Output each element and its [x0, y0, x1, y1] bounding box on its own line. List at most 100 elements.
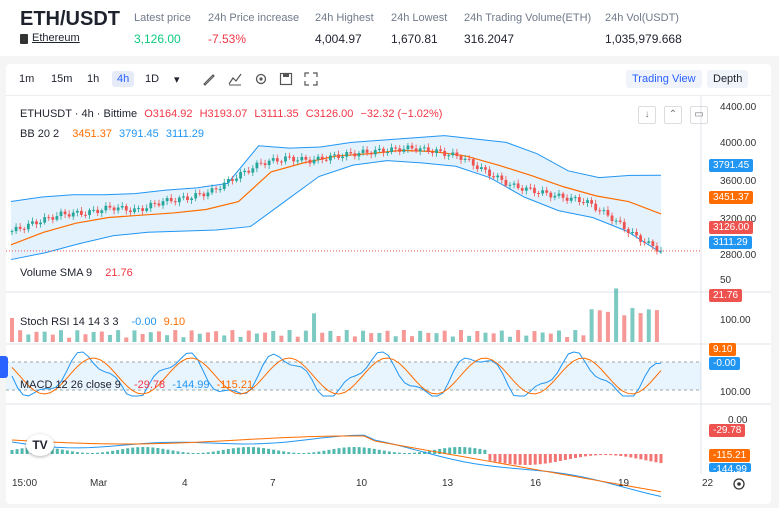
macd-hist-bar: [543, 454, 547, 464]
price-chart[interactable]: [6, 96, 771, 504]
volume-bar: [516, 330, 521, 342]
candle-body: [275, 158, 279, 162]
volume-bar: [589, 309, 594, 342]
macd-hist-bar: [584, 454, 588, 457]
stat-label: 24h Lowest: [391, 12, 448, 24]
volume-bar: [597, 310, 602, 342]
macd-hist-bar: [523, 454, 527, 465]
settings-gear-icon[interactable]: [253, 71, 269, 87]
candle-body: [586, 200, 589, 204]
macd-hist-bar: [156, 448, 160, 454]
interval-4h[interactable]: 4h: [112, 71, 135, 87]
maximize-icon[interactable]: ▭: [690, 106, 708, 124]
volume-bar: [50, 334, 55, 342]
volume-bar: [434, 333, 439, 342]
collapse-icon[interactable]: ⌃: [664, 106, 682, 124]
volume-bar: [401, 330, 406, 342]
candle-body: [96, 209, 100, 214]
macd-hist-bar: [106, 451, 110, 454]
macd-hist-bar: [312, 452, 316, 454]
arrow-down-icon[interactable]: ↓: [638, 106, 656, 124]
candle-body: [606, 210, 610, 216]
candle-body: [255, 162, 259, 169]
dropdown-chevron-icon[interactable]: ▾: [174, 74, 180, 86]
trading-view-tab[interactable]: Trading View: [626, 70, 702, 88]
volume-bar: [303, 330, 308, 342]
macd-axis-0: 0.00: [728, 415, 748, 426]
candle-body: [100, 210, 104, 214]
candle-body: [394, 147, 398, 149]
macd-legend: MACD 12 26 close 9 -29.78 -144.99 -115.2…: [20, 379, 257, 391]
candle-body: [447, 155, 451, 157]
candle-body: [639, 235, 642, 242]
indicator-icon[interactable]: [227, 71, 243, 87]
candle-body: [618, 220, 622, 222]
macd-hist-bar: [121, 449, 125, 454]
asset-link[interactable]: Ethereum: [32, 32, 80, 44]
macd-hist-bar: [317, 451, 321, 454]
macd-hist-bar: [589, 454, 593, 456]
candle-body: [226, 179, 230, 183]
candle-body: [537, 193, 540, 195]
interval-1h[interactable]: 1h: [87, 73, 100, 85]
draw-icon[interactable]: [201, 71, 217, 87]
volume-bar: [222, 335, 227, 342]
candle-body: [243, 170, 247, 173]
candle-body: [145, 208, 149, 211]
volume-bar: [532, 331, 537, 342]
chart-settings-icon[interactable]: [731, 476, 747, 492]
candle-body: [235, 178, 238, 181]
macd-hist-bar: [568, 454, 572, 459]
time-axis-label: 10: [356, 478, 368, 489]
candle-body: [647, 241, 651, 243]
candle-body: [549, 192, 553, 198]
candle-body: [431, 152, 434, 154]
time-axis-label: 15:00: [12, 478, 38, 489]
macd-hist-bar: [594, 454, 598, 456]
volume-bar: [418, 330, 423, 342]
candle-body: [602, 210, 606, 212]
bb-lower-value: 3111.29: [165, 128, 204, 140]
volume-bar: [548, 333, 553, 342]
candle-body: [598, 210, 602, 212]
candle-body: [304, 156, 308, 160]
candle-body: [622, 221, 626, 230]
interval-15m[interactable]: 15m: [51, 73, 73, 85]
macd-hist-bar: [604, 454, 608, 456]
fullscreen-icon[interactable]: [303, 71, 319, 87]
stoch-axis-100: 100.00: [720, 315, 751, 326]
macd-hist-bar: [488, 454, 492, 461]
candle-body: [480, 167, 483, 170]
time-axis-label: 16: [530, 478, 542, 489]
candle-body: [590, 200, 594, 204]
volume-bar: [107, 334, 112, 342]
macd-hist-bar: [639, 454, 643, 460]
stat-4: 24h Trading Volume(ETH) 316.2047: [464, 12, 591, 46]
interval-1m[interactable]: 1m: [19, 73, 35, 85]
macd-hist-bar: [297, 452, 301, 454]
volume-bar: [279, 335, 284, 342]
macd-hist-bar: [332, 448, 336, 454]
interval-1D[interactable]: 1D: [145, 73, 160, 85]
vol-box: 21.76: [709, 289, 743, 302]
save-icon[interactable]: [278, 71, 294, 87]
stat-label: 24h Trading Volume(ETH): [464, 12, 592, 24]
volume-bar: [336, 335, 341, 342]
volume-bar: [271, 331, 276, 342]
volume-bar: [344, 330, 349, 342]
macd-hist-bar: [241, 447, 245, 454]
volume-bar: [630, 308, 635, 342]
side-panel-toggle[interactable]: [0, 356, 8, 378]
macd-hist-bar: [367, 448, 371, 454]
macd-hist-bar: [619, 454, 623, 456]
stat-value: 4,004.97: [315, 32, 362, 46]
volume-bar: [328, 330, 333, 342]
candle-body: [10, 231, 14, 233]
candle-body: [582, 202, 585, 204]
volume-bar: [467, 335, 472, 342]
depth-tab[interactable]: Depth: [707, 70, 749, 88]
candle-body: [218, 189, 222, 191]
volume-bar: [524, 335, 529, 342]
bb-label: BB 20 2: [20, 128, 60, 140]
candle-body: [545, 190, 549, 193]
